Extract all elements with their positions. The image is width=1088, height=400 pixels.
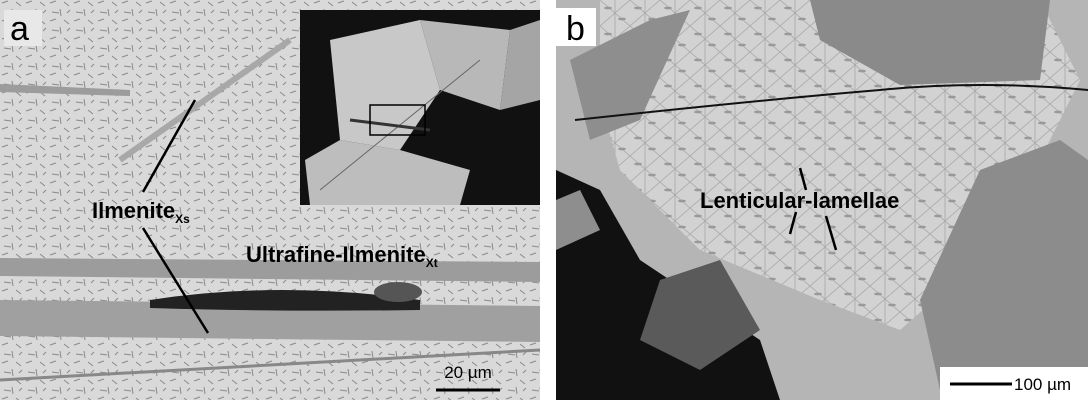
annotation-subscript: Xs <box>175 212 190 226</box>
page: a IlmeniteXs Ultrafine-IlmeniteXt 20 µm … <box>0 0 1088 400</box>
annotation: Ultrafine-IlmeniteXt <box>246 242 438 270</box>
inset <box>300 10 540 205</box>
annotation-text: Ultrafine-Ilmenite <box>246 242 426 267</box>
scale-bar-label: 100 µm <box>1014 375 1071 394</box>
scale-bar-label: 20 µm <box>444 363 492 382</box>
panel-label: b <box>566 10 585 48</box>
annotation: Lenticular-lamellae <box>700 188 899 213</box>
grain <box>374 282 422 302</box>
panel-a: a IlmeniteXs Ultrafine-IlmeniteXt 20 µm <box>0 0 540 400</box>
panel-b: b Lenticular-lamellae 100 µm <box>556 0 1088 400</box>
annotation-text: Ilmenite <box>92 198 175 223</box>
figure: a IlmeniteXs Ultrafine-IlmeniteXt 20 µm … <box>0 0 1088 400</box>
panel-label: a <box>10 10 29 48</box>
annotation-subscript: Xt <box>426 256 438 270</box>
